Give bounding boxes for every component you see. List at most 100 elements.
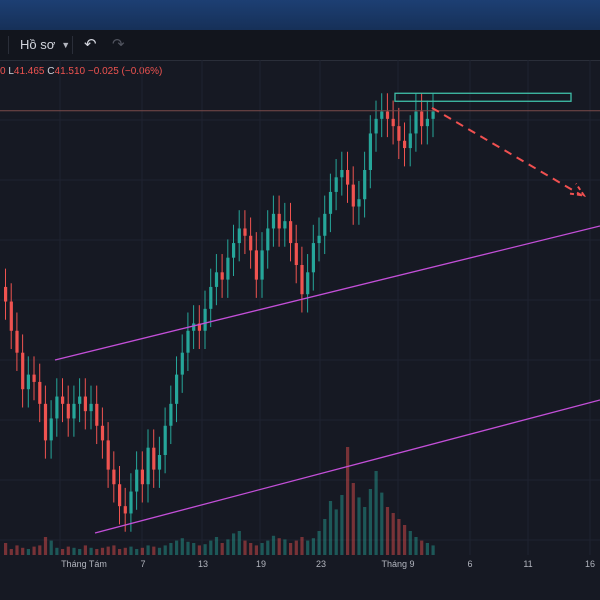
candle-body (311, 243, 315, 273)
volume-bar (283, 539, 287, 555)
redo-icon[interactable]: ↷ (112, 36, 125, 53)
candle-body (106, 440, 110, 470)
volume-bar (32, 546, 36, 555)
volume-bar (232, 533, 236, 555)
volume-bar (15, 545, 19, 555)
ohlc-open-tail: 0 (0, 66, 6, 77)
candle-body (328, 191, 333, 214)
volume-bar (254, 545, 258, 555)
candle-body (214, 272, 219, 287)
volume-bar (152, 546, 156, 555)
volume-bar (175, 540, 179, 555)
volume-bar (311, 538, 315, 555)
candle-body (397, 126, 401, 141)
candle-body (209, 286, 213, 309)
candle-body (55, 396, 59, 419)
volume-bar (277, 538, 281, 555)
projection-arrow[interactable] (431, 107, 587, 197)
volume-bar (334, 509, 338, 555)
volume-bar (78, 549, 82, 555)
candle-body (334, 177, 338, 192)
toolbar-separator (72, 36, 73, 54)
candle-body (4, 286, 8, 302)
candlesticks (4, 93, 435, 532)
volume-bar (391, 513, 395, 555)
candle-body (203, 308, 207, 331)
candle-body (226, 257, 230, 280)
volume-bar (118, 549, 122, 555)
candle-body (363, 170, 367, 200)
volume-bar (237, 531, 241, 555)
volume-bar (431, 545, 435, 555)
x-axis-tick-label: 13 (198, 559, 208, 569)
volume-bar (214, 537, 219, 555)
volume-bar (306, 540, 310, 555)
candle-body (431, 111, 435, 119)
candle-body (100, 425, 105, 441)
volume-bar (226, 539, 230, 555)
volume-bar (38, 545, 42, 555)
ohlc-low-label: L (8, 66, 14, 77)
volume-bar (425, 543, 429, 555)
channel-lower-line[interactable] (94, 399, 600, 534)
volume-bar (351, 483, 355, 555)
candle-body (163, 425, 167, 455)
undo-icon[interactable]: ↶ (84, 36, 97, 53)
volume-bar (66, 546, 70, 555)
volume-bar (380, 492, 384, 555)
candle-body (380, 111, 384, 119)
candle-body (192, 323, 196, 331)
volume-bar (323, 519, 327, 555)
x-axis-tick-label: 11 (523, 559, 532, 569)
volume-bar (123, 547, 127, 555)
candle-body (112, 469, 116, 485)
x-axis-tick-label: 16 (585, 559, 595, 569)
volume-bar (21, 547, 25, 555)
candle-body (38, 381, 42, 404)
candle-body (323, 213, 327, 236)
volume-bar (408, 531, 412, 555)
candle-body (129, 491, 133, 514)
candle-body (408, 133, 412, 149)
ohlc-legend: 0 L41.465 C41.510 −0.025 (−0.06%) (0, 66, 162, 77)
candle-body (43, 403, 48, 441)
volume-bar (209, 540, 213, 555)
volume-bar (49, 540, 53, 555)
candle-body (220, 272, 224, 280)
candle-body (232, 243, 236, 258)
volume-bar (129, 546, 133, 555)
candle-body (146, 447, 150, 485)
volume-bars (4, 447, 435, 555)
volume-bar (140, 547, 144, 555)
candle-body (260, 250, 264, 280)
candle-body (26, 374, 30, 390)
volume-bar (55, 547, 59, 555)
candle-body (157, 455, 162, 470)
top-header-bar (0, 0, 600, 31)
volume-bar (43, 537, 48, 555)
candle-body (9, 301, 13, 331)
volume-bar (106, 546, 110, 555)
candle-body (243, 228, 247, 236)
arrow-head (569, 183, 587, 197)
candle-body (135, 469, 139, 492)
resistance-box[interactable] (394, 92, 572, 102)
grid-lines (0, 60, 600, 555)
candle-body (180, 352, 184, 375)
candle-body (89, 403, 93, 412)
volume-bar (4, 543, 8, 555)
candle-body (83, 396, 87, 412)
volume-bar (72, 547, 76, 555)
price-chart[interactable]: Tháng Tám 7 13 19 23 Tháng 9 6 11 16 (0, 60, 600, 600)
volume-bar (163, 545, 167, 555)
volume-bar (197, 545, 201, 555)
profile-dropdown[interactable]: Hồ sơ ▼ (20, 37, 70, 52)
volume-bar (249, 543, 253, 555)
volume-bar (157, 547, 162, 555)
chart-toolbar: Hồ sơ ▼ ↶ ↷ (0, 30, 600, 61)
channel-upper-line[interactable] (54, 225, 600, 361)
volume-bar (186, 541, 190, 555)
volume-bar (26, 549, 30, 555)
candle-body (283, 221, 287, 229)
candle-body (391, 118, 395, 127)
